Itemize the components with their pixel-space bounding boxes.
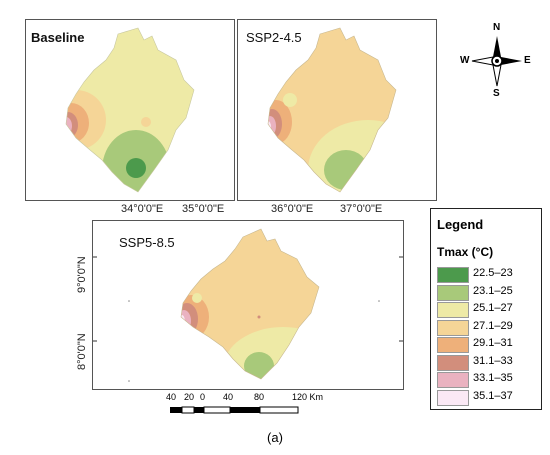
lat-label-9: 9°0'0"N bbox=[76, 256, 88, 293]
scale-label: 40 bbox=[223, 392, 234, 402]
scale-label: 80 bbox=[254, 392, 265, 402]
legend-title: Legend bbox=[437, 217, 484, 232]
legend-subtitle: Tmax (°C) bbox=[437, 245, 494, 259]
scale-label: 40 bbox=[166, 392, 177, 402]
legend-swatch bbox=[437, 267, 469, 283]
baseline-map-panel: Baseline bbox=[25, 19, 235, 201]
baseline-map bbox=[65, 27, 195, 193]
ssp585-map bbox=[93, 228, 403, 382]
ssp245-map-panel: SSP2-4.5 bbox=[237, 19, 437, 201]
legend-label: 23.1–25 bbox=[473, 284, 513, 297]
scale-label: 120 Km bbox=[292, 392, 324, 402]
compass-rose-icon bbox=[471, 36, 522, 87]
legend-swatch bbox=[437, 319, 469, 336]
legend-swatch bbox=[437, 389, 469, 406]
legend-swatch bbox=[437, 302, 469, 318]
legend-swatch bbox=[437, 337, 469, 353]
lat-label-8: 8°0'0"N bbox=[76, 333, 88, 370]
compass-s: S bbox=[493, 88, 500, 99]
ssp585-map-panel: SSP5-8.5 bbox=[92, 220, 404, 390]
panel-title: SSP5-8.5 bbox=[119, 235, 175, 250]
legend-label: 29.1–31 bbox=[473, 337, 513, 349]
lon-label-35: 35°0'0"E bbox=[182, 203, 225, 215]
scale-label: 0 bbox=[200, 392, 206, 402]
legend-label: 22.5–23 bbox=[473, 267, 513, 279]
legend-swatch bbox=[437, 372, 469, 388]
scale-bar: 40 20 0 40 80 120 Km bbox=[160, 392, 324, 422]
legend-box: Legend Tmax (°C) 22.5–23 23.1–25 25.1–27 27… bbox=[430, 208, 542, 410]
lon-label-36: 36°0'0"E bbox=[271, 203, 314, 215]
legend-label: 33.1–35 bbox=[473, 372, 513, 384]
legend-swatch bbox=[437, 354, 469, 371]
legend-swatch bbox=[437, 284, 469, 301]
compass-e: E bbox=[524, 55, 531, 66]
legend-label: 35.1–37 bbox=[473, 389, 513, 402]
legend-label: 27.1–29 bbox=[473, 319, 513, 332]
panel-title: Baseline bbox=[31, 30, 85, 45]
lon-label-34: 34°0'0"E bbox=[121, 203, 164, 215]
compass-w: W bbox=[460, 55, 470, 66]
legend-label: 31.1–33 bbox=[473, 354, 513, 367]
ssp245-map bbox=[267, 27, 397, 193]
compass-n: N bbox=[493, 22, 501, 33]
panel-title: SSP2-4.5 bbox=[246, 30, 302, 45]
scale-label: 20 bbox=[184, 392, 195, 402]
north-arrow-compass: N S W E bbox=[460, 22, 532, 99]
lon-label-37: 37°0'0"E bbox=[340, 203, 383, 215]
scale-bar-graphic bbox=[170, 406, 299, 414]
legend-label: 25.1–27 bbox=[473, 302, 513, 314]
figure-caption: (a) bbox=[267, 430, 283, 445]
